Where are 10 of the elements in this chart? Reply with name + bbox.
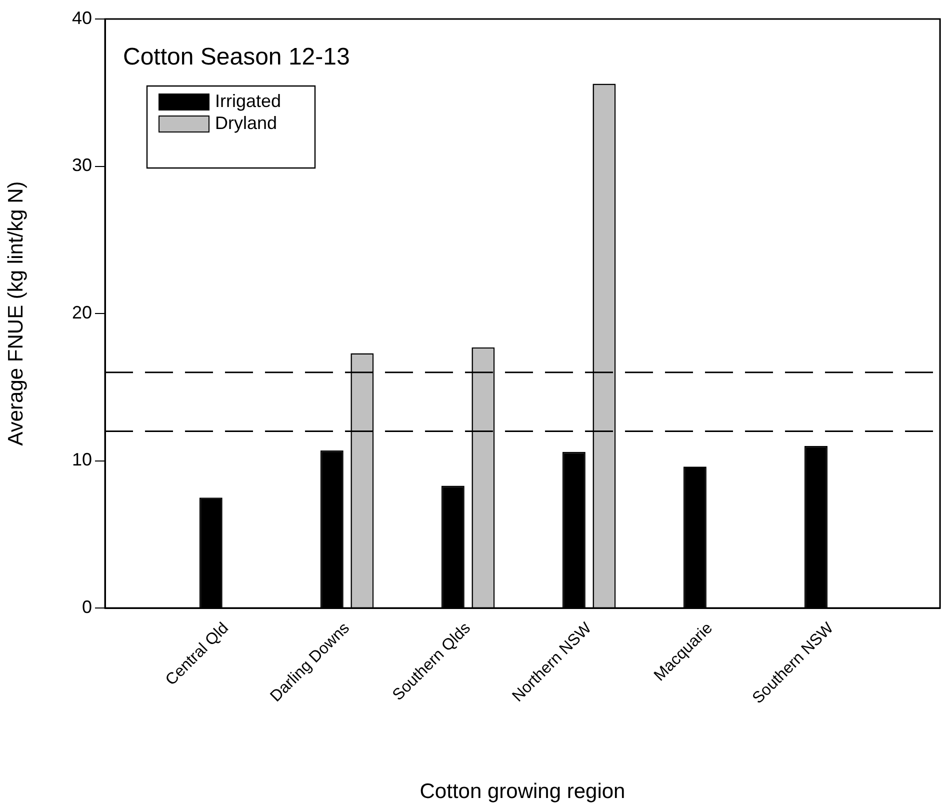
legend-label: Dryland [215,112,278,133]
y-axis-title: Average FNUE (kg lint/kg N) [4,181,28,446]
legend-label: Irrigated [215,90,282,111]
y-tick-label: 40 [72,8,92,28]
x-axis-title: Cotton growing region [420,780,626,804]
text: Cotton Season 12-13 [123,44,350,71]
y-tick-label: 30 [72,155,92,176]
y-tick-label: 10 [72,450,92,470]
y-tick-label: 20 [72,302,92,322]
y-tick-label: 0 [82,596,92,617]
